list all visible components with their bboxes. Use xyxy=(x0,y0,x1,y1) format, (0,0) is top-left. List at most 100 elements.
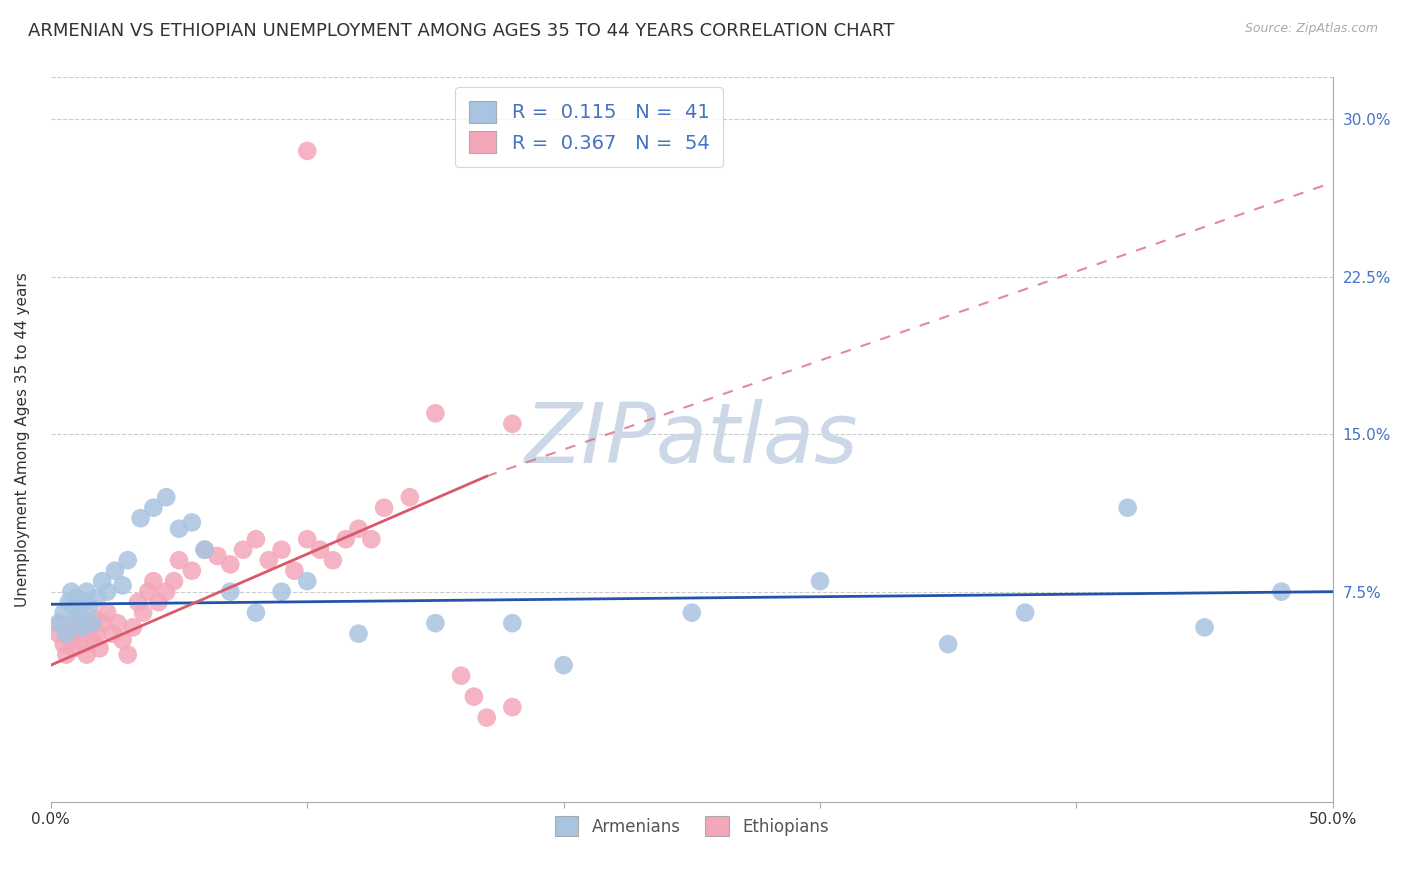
Point xyxy=(155,490,177,504)
Point xyxy=(155,584,177,599)
Point xyxy=(194,542,217,557)
Point xyxy=(52,606,75,620)
Point xyxy=(297,574,319,589)
Point xyxy=(373,500,395,515)
Point xyxy=(73,637,96,651)
Point xyxy=(122,620,145,634)
Point xyxy=(142,500,165,515)
Point xyxy=(89,641,111,656)
Text: ARMENIAN VS ETHIOPIAN UNEMPLOYMENT AMONG AGES 35 TO 44 YEARS CORRELATION CHART: ARMENIAN VS ETHIOPIAN UNEMPLOYMENT AMONG… xyxy=(28,22,894,40)
Point xyxy=(76,584,98,599)
Point xyxy=(167,522,190,536)
Point xyxy=(142,574,165,589)
Point xyxy=(501,616,523,631)
Y-axis label: Unemployment Among Ages 35 to 44 years: Unemployment Among Ages 35 to 44 years xyxy=(15,272,30,607)
Point xyxy=(1270,584,1292,599)
Point xyxy=(1194,620,1216,634)
Point xyxy=(270,584,292,599)
Point xyxy=(76,648,98,662)
Point xyxy=(297,144,319,158)
Point xyxy=(117,553,139,567)
Point xyxy=(194,542,217,557)
Point xyxy=(475,711,498,725)
Point xyxy=(58,595,80,609)
Point xyxy=(463,690,485,704)
Point xyxy=(70,620,93,634)
Point xyxy=(163,574,186,589)
Text: ZIPatlas: ZIPatlas xyxy=(524,399,859,480)
Point xyxy=(425,406,447,420)
Point xyxy=(91,616,114,631)
Point xyxy=(167,553,190,567)
Point xyxy=(65,612,87,626)
Point xyxy=(58,626,80,640)
Point xyxy=(86,591,108,605)
Point xyxy=(425,616,447,631)
Point xyxy=(86,626,108,640)
Point xyxy=(80,616,103,631)
Point xyxy=(1116,500,1139,515)
Point xyxy=(48,626,70,640)
Point xyxy=(55,648,77,662)
Point xyxy=(63,599,86,614)
Point xyxy=(70,626,93,640)
Point xyxy=(936,637,959,651)
Point xyxy=(501,417,523,431)
Point xyxy=(80,632,103,647)
Point xyxy=(148,595,170,609)
Point xyxy=(245,532,267,546)
Point xyxy=(219,584,242,599)
Point xyxy=(450,668,472,682)
Point xyxy=(60,584,83,599)
Point xyxy=(67,616,90,631)
Point xyxy=(52,637,75,651)
Point xyxy=(681,606,703,620)
Point xyxy=(63,641,86,656)
Point xyxy=(257,553,280,567)
Point xyxy=(207,549,229,563)
Point xyxy=(127,595,149,609)
Point xyxy=(117,648,139,662)
Point xyxy=(65,591,87,605)
Point xyxy=(49,616,72,631)
Point xyxy=(79,599,101,614)
Point xyxy=(65,620,87,634)
Point xyxy=(180,516,202,530)
Point xyxy=(347,522,370,536)
Point xyxy=(91,574,114,589)
Point xyxy=(309,542,332,557)
Text: Source: ZipAtlas.com: Source: ZipAtlas.com xyxy=(1244,22,1378,36)
Point xyxy=(335,532,357,546)
Point xyxy=(553,658,575,673)
Point xyxy=(322,553,344,567)
Point xyxy=(398,490,420,504)
Point xyxy=(67,606,90,620)
Point xyxy=(104,564,127,578)
Point xyxy=(60,632,83,647)
Point xyxy=(55,626,77,640)
Point xyxy=(1014,606,1036,620)
Point xyxy=(96,606,118,620)
Point xyxy=(136,584,159,599)
Point xyxy=(270,542,292,557)
Point xyxy=(283,564,305,578)
Point xyxy=(347,626,370,640)
Point xyxy=(107,616,129,631)
Point xyxy=(96,584,118,599)
Point xyxy=(297,532,319,546)
Point xyxy=(111,632,134,647)
Point xyxy=(79,620,101,634)
Point xyxy=(245,606,267,620)
Point xyxy=(111,578,134,592)
Point xyxy=(232,542,254,557)
Point xyxy=(180,564,202,578)
Point xyxy=(501,700,523,714)
Point xyxy=(132,606,155,620)
Point xyxy=(129,511,152,525)
Point xyxy=(360,532,382,546)
Point xyxy=(808,574,831,589)
Point xyxy=(83,612,105,626)
Point xyxy=(219,558,242,572)
Point xyxy=(73,595,96,609)
Point xyxy=(48,616,70,631)
